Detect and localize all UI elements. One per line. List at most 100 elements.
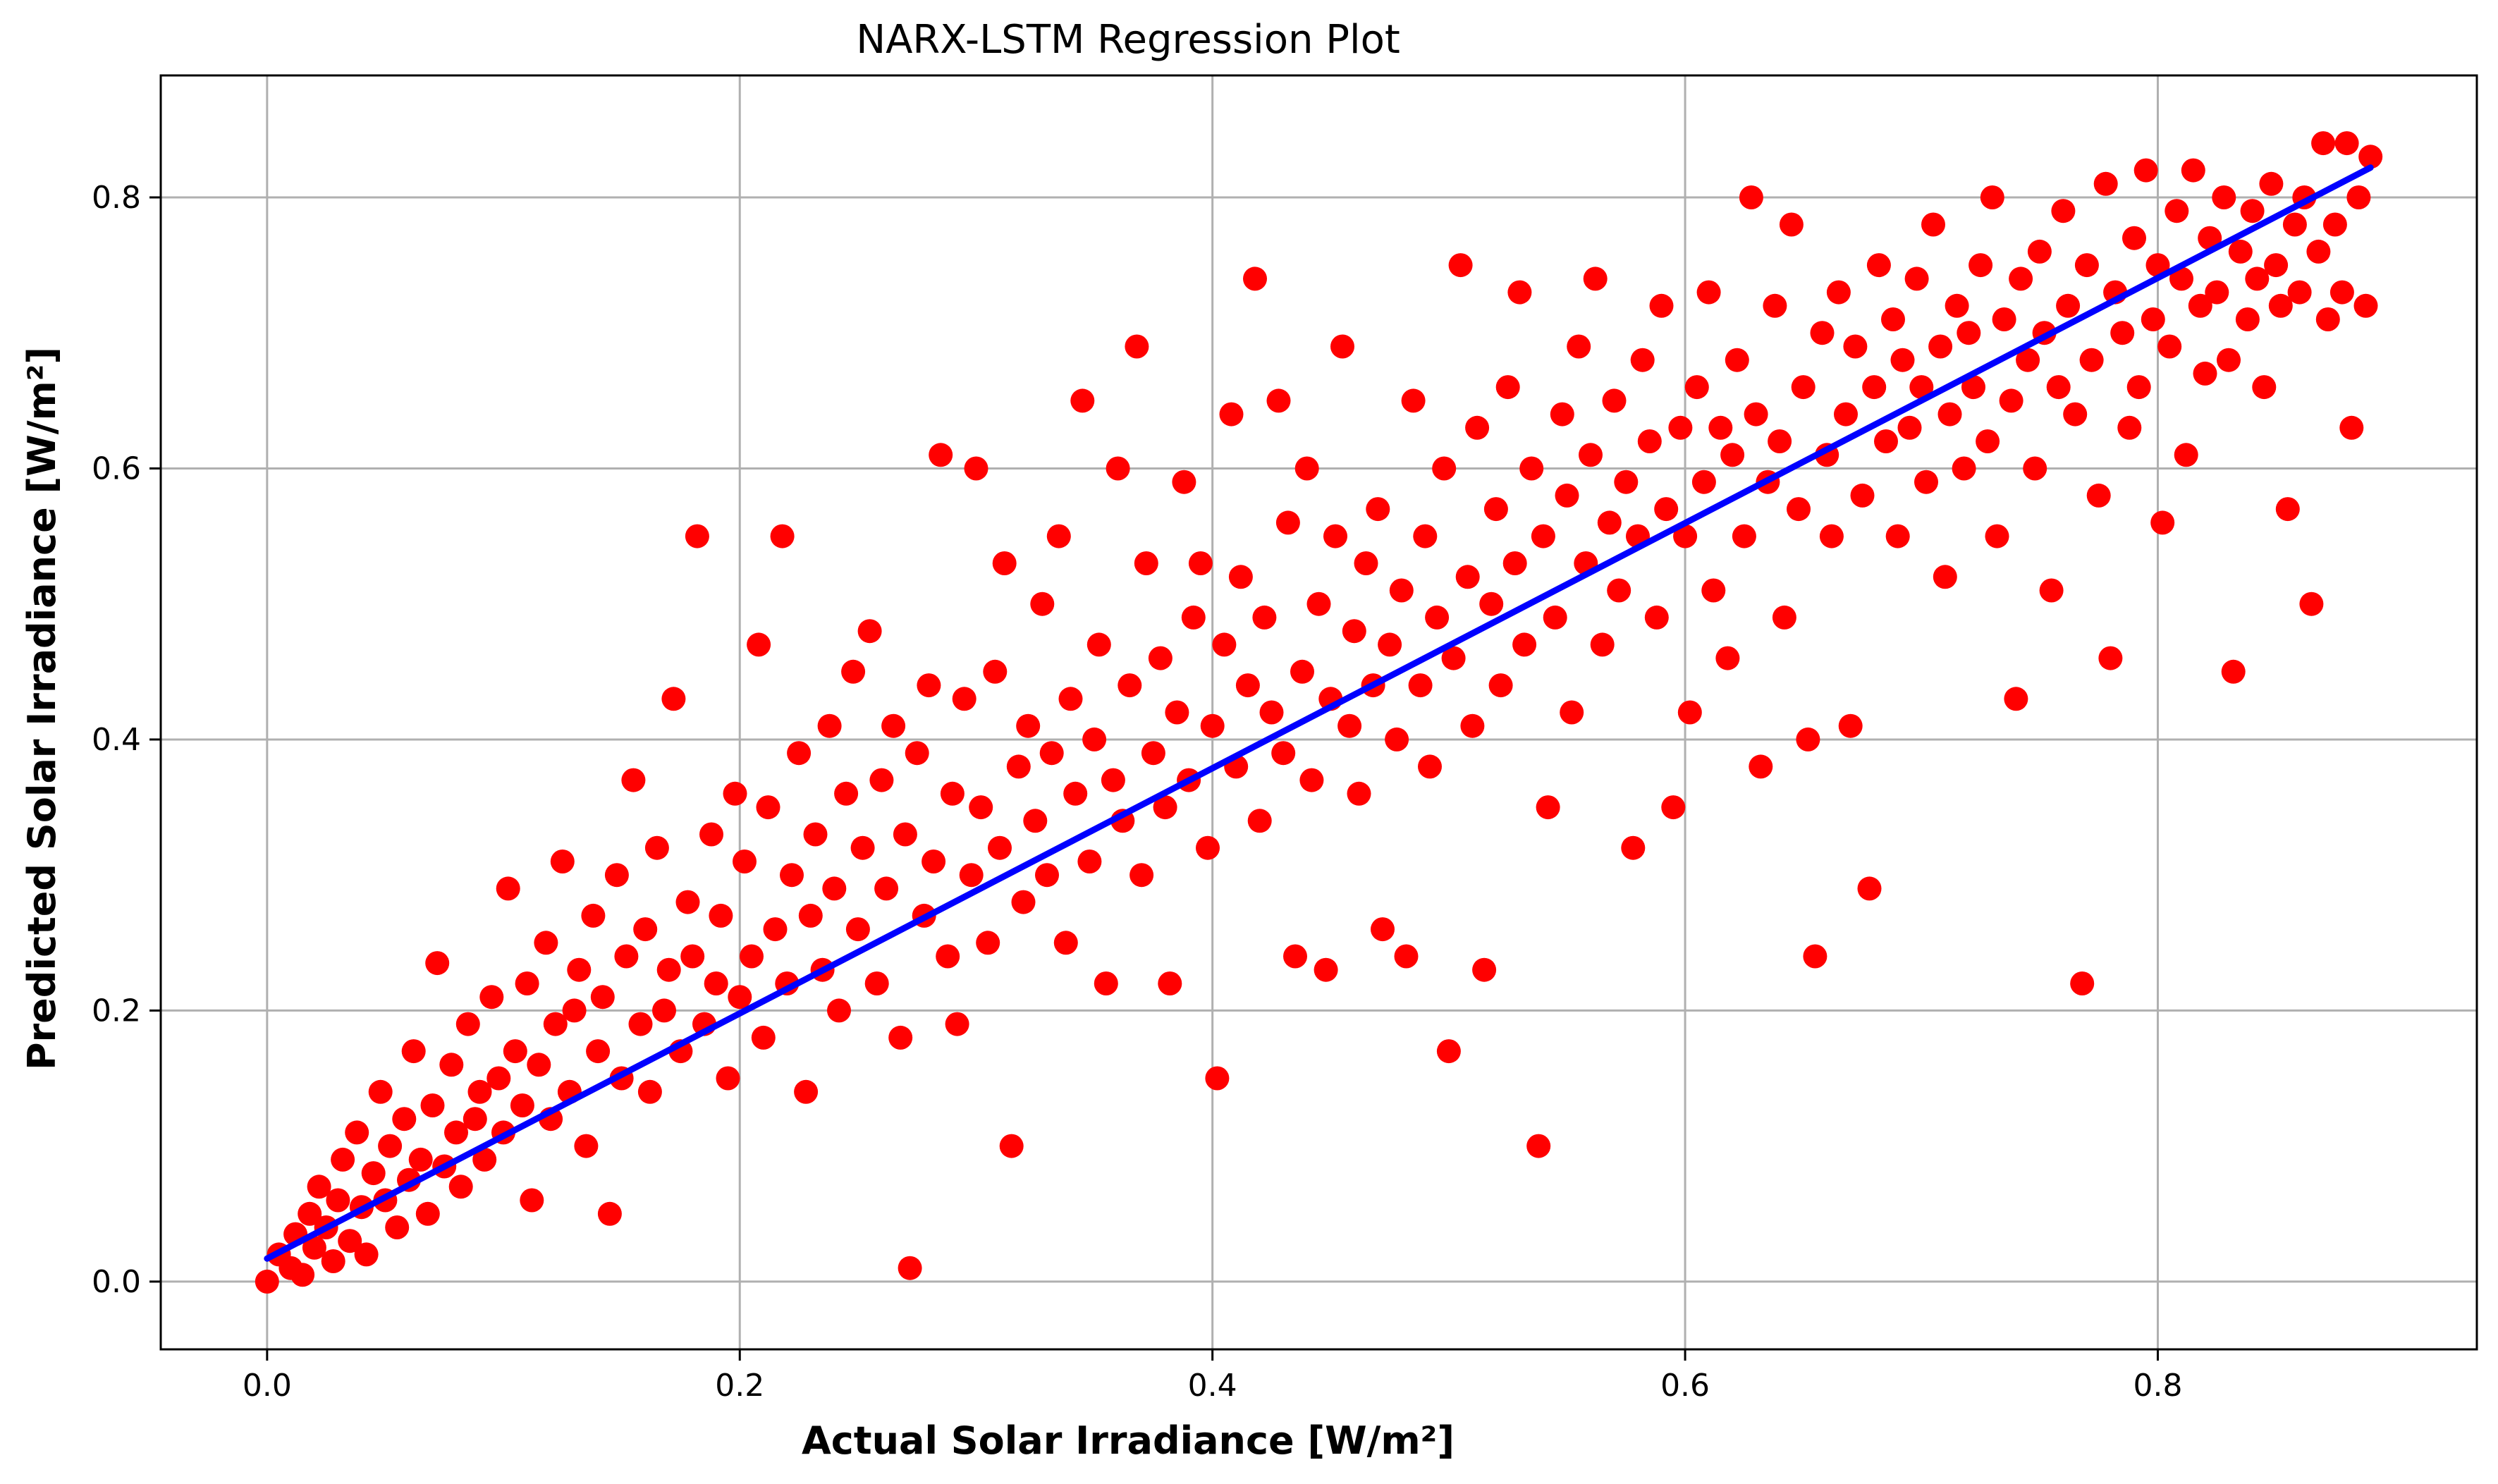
scatter-point [543,1012,568,1036]
scatter-point [401,1039,426,1064]
scatter-point [1247,809,1272,833]
scatter-point [1408,673,1433,698]
scatter-point [439,1053,464,1077]
scatter-point [621,768,646,792]
scatter-point [2287,280,2312,305]
scatter-point [255,1269,279,1294]
scatter-point [874,876,899,901]
scatter-point [1914,470,1938,494]
scatter-point [2311,131,2336,156]
scatter-point [850,835,875,860]
scatter-point [1330,334,1354,359]
scatter-point [1479,591,1504,616]
scatter-point [1999,388,2023,413]
scatter-point [1082,727,1107,752]
scatter-point [787,741,812,766]
scatter-point [945,1012,969,1036]
scatter-point [988,835,1012,860]
scatter-point [936,944,960,969]
scatter-point [1803,944,1827,969]
scatter-point [2221,659,2246,684]
scatter-point [1904,266,1929,291]
scatter-point [992,551,1017,575]
scatter-point [969,795,993,820]
scatter-point [2122,226,2146,250]
scatter-point [857,619,882,644]
scatter-point [770,524,795,548]
scatter-point [1791,375,1816,400]
scatter-point [675,890,700,914]
scatter-point [2235,307,2260,331]
scatter-point [633,917,658,942]
scatter-point [1644,605,1669,630]
scatter-point [1337,713,1362,738]
scatter-point [680,944,705,969]
scatter-point [1928,334,1953,359]
scatter-point [1086,632,1111,657]
scatter-point [515,971,539,995]
scatter-point [1006,754,1031,779]
scatter-point [2299,591,2324,616]
scatter-point [983,659,1008,684]
scatter-point [2051,199,2076,223]
scatter-point [1023,809,1048,833]
scatter-point [1455,565,1480,589]
scatter-point [331,1147,355,1172]
scatter-point [1661,795,1686,820]
scatter-point [590,985,615,1010]
x-tick-label: 0.2 [715,1368,764,1404]
scatter-point [1637,429,1662,453]
scatter-point [1030,591,1055,616]
scatter-point [550,850,575,873]
scatter-point [1543,605,1567,630]
scatter-point [1590,632,1615,657]
scatter-point [1378,632,1402,657]
scatter-point [534,931,558,955]
x-tick-label: 0.8 [2133,1368,2182,1404]
scatter-point [2188,293,2212,318]
scatter-point [656,957,681,982]
scatter-point [1519,456,1544,481]
scatter-point [1235,673,1260,698]
scatter-point [1063,781,1088,806]
scatter-point [1597,510,1622,535]
scatter-point [298,1201,322,1226]
scatter-point [2086,483,2111,508]
scatter-point [345,1120,369,1145]
scatter-point [1732,524,1756,548]
scatter-point [1937,402,1962,427]
scatter-point [1259,700,1284,725]
scatter-point [2346,185,2371,209]
scatter-point [1347,781,1371,806]
scatter-point [1921,212,1945,237]
scatter-point [1649,293,1674,318]
scatter-point [845,917,870,942]
scatter-point [408,1147,433,1172]
scatter-point [1271,741,1296,766]
scatter-point [479,985,504,1010]
scatter-point [361,1161,386,1186]
scatter-point [1436,1039,1461,1064]
scatter-point [2016,348,2040,372]
scatter-point [1787,497,1811,522]
scatter-point [1952,456,1976,481]
scatter-point [1472,957,1497,982]
scatter-point [1101,768,1125,792]
scatter-point [1862,375,1887,400]
scatter-point [1366,497,1390,522]
scatter-point [290,1263,315,1287]
scatter-point [1720,443,1745,467]
scatter-point [1200,713,1225,738]
scatter-point [1125,334,1149,359]
scatter-point [817,713,842,738]
y-axis-ticks: 0.0 0.2 0.4 0.6 0.8 [92,180,161,1300]
scatter-point [1070,388,1095,413]
scatter-point [1448,253,1473,278]
scatter-point [1401,388,1426,413]
scatter-point [1148,646,1173,670]
scatter-point [1696,280,1721,305]
regression-line [264,164,2374,1262]
scatter-point [2133,158,2158,183]
scatter-point [869,768,894,792]
scatter-point [307,1175,331,1199]
